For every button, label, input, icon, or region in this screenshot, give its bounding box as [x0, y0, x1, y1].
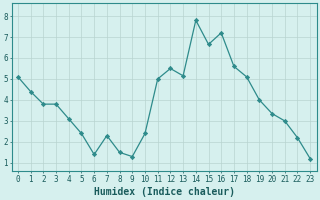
X-axis label: Humidex (Indice chaleur): Humidex (Indice chaleur): [93, 186, 235, 197]
